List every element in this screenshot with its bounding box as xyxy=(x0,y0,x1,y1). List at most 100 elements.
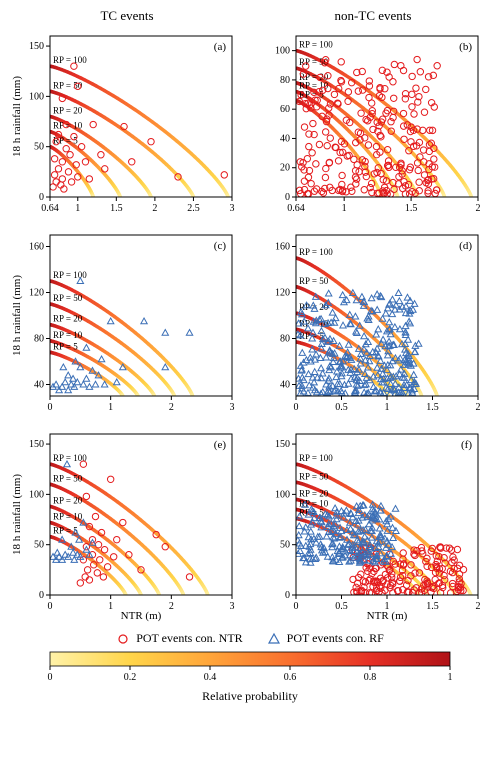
svg-text:0: 0 xyxy=(48,601,53,612)
svg-text:40: 40 xyxy=(280,133,290,144)
svg-text:1.5: 1.5 xyxy=(405,203,418,214)
svg-text:RP = 50: RP = 50 xyxy=(299,471,329,481)
svg-text:1: 1 xyxy=(75,203,80,214)
svg-text:50: 50 xyxy=(280,540,290,551)
svg-text:100: 100 xyxy=(29,91,44,102)
svg-text:0: 0 xyxy=(294,601,299,612)
colorbar-label: Relative probability xyxy=(40,689,460,704)
svg-text:40: 40 xyxy=(34,380,44,391)
svg-text:RP = 100: RP = 100 xyxy=(53,55,87,65)
legend-rf: POT events con. RF xyxy=(287,631,384,646)
svg-text:RP = 50: RP = 50 xyxy=(53,473,83,483)
svg-text:2: 2 xyxy=(169,601,174,612)
svg-text:RP = 20: RP = 20 xyxy=(53,495,83,505)
svg-text:RP = 10: RP = 10 xyxy=(53,330,83,340)
svg-text:RP = 100: RP = 100 xyxy=(299,40,333,50)
svg-text:0: 0 xyxy=(39,192,44,203)
col-header-nontc: non-TC events xyxy=(254,8,492,24)
svg-text:2.5: 2.5 xyxy=(187,203,200,214)
svg-text:100: 100 xyxy=(275,46,290,57)
svg-text:160: 160 xyxy=(29,242,44,253)
svg-text:20: 20 xyxy=(280,163,290,174)
svg-text:1: 1 xyxy=(448,672,453,682)
svg-text:RP = 10: RP = 10 xyxy=(53,512,83,522)
svg-text:RP = 100: RP = 100 xyxy=(299,247,333,257)
svg-text:RP = 20: RP = 20 xyxy=(53,106,83,116)
svg-text:(e): (e) xyxy=(214,439,227,451)
svg-text:2: 2 xyxy=(476,402,481,413)
svg-text:0.8: 0.8 xyxy=(364,672,377,682)
svg-text:160: 160 xyxy=(275,242,290,253)
svg-text:1.5: 1.5 xyxy=(426,601,439,612)
svg-text:NTR (m): NTR (m) xyxy=(367,610,408,622)
colorbar: 0 0.2 0.4 0.6 0.8 1 Relative probability xyxy=(0,650,500,712)
svg-text:18 h rainfall (mm): 18 h rainfall (mm) xyxy=(11,76,23,157)
svg-text:0.5: 0.5 xyxy=(335,402,348,413)
panel-f: RP = 100RP = 50RP = 20RP = 10RP = 500.51… xyxy=(254,428,492,623)
svg-text:120: 120 xyxy=(29,288,44,299)
svg-text:0: 0 xyxy=(285,192,290,203)
svg-text:RP = 50: RP = 50 xyxy=(299,276,329,286)
panel-b: RP = 100RP = 50RP = 20RP = 10RP = 50.641… xyxy=(254,30,492,225)
svg-text:18 h rainfall (mm): 18 h rainfall (mm) xyxy=(11,275,23,356)
svg-text:0.2: 0.2 xyxy=(124,672,137,682)
svg-text:1: 1 xyxy=(342,203,347,214)
legend: POT events con. NTR POT events con. RF xyxy=(0,631,500,646)
svg-text:(b): (b) xyxy=(459,41,472,53)
svg-text:0.5: 0.5 xyxy=(335,601,348,612)
svg-text:80: 80 xyxy=(280,75,290,86)
panel-a: RP = 100RP = 50RP = 20RP = 10RP = 50.641… xyxy=(8,30,246,225)
svg-text:NTR (m): NTR (m) xyxy=(121,610,162,622)
col-header-tc: TC events xyxy=(8,8,246,24)
svg-text:0.64: 0.64 xyxy=(41,203,59,214)
svg-text:100: 100 xyxy=(275,489,290,500)
svg-text:3: 3 xyxy=(230,601,235,612)
svg-text:3: 3 xyxy=(230,402,235,413)
svg-text:(a): (a) xyxy=(214,41,227,53)
svg-text:2: 2 xyxy=(152,203,157,214)
svg-text:150: 150 xyxy=(29,439,44,450)
svg-text:RP = 5: RP = 5 xyxy=(53,341,78,351)
svg-text:0.4: 0.4 xyxy=(204,672,217,682)
svg-text:2: 2 xyxy=(169,402,174,413)
svg-text:0: 0 xyxy=(39,590,44,601)
svg-text:RP = 20: RP = 20 xyxy=(53,314,83,324)
svg-text:RP = 50: RP = 50 xyxy=(53,293,83,303)
svg-text:(f): (f) xyxy=(461,439,472,451)
svg-text:RP = 50: RP = 50 xyxy=(53,80,83,90)
svg-text:40: 40 xyxy=(280,380,290,391)
svg-text:1.5: 1.5 xyxy=(426,402,439,413)
panel-grid: TC events non-TC events RP = 100RP = 50R… xyxy=(0,0,500,623)
svg-text:80: 80 xyxy=(34,334,44,345)
svg-text:RP = 100: RP = 100 xyxy=(299,453,333,463)
panel-c: RP = 100RP = 50RP = 20RP = 10RP = 501234… xyxy=(8,229,246,424)
svg-text:120: 120 xyxy=(275,288,290,299)
svg-text:50: 50 xyxy=(34,540,44,551)
svg-text:1: 1 xyxy=(108,402,113,413)
svg-text:60: 60 xyxy=(280,104,290,115)
panel-e: RP = 100RP = 50RP = 20RP = 10RP = 501230… xyxy=(8,428,246,623)
svg-text:150: 150 xyxy=(29,41,44,52)
panel-d: RP = 100RP = 50RP = 20RP = 10RP = 500.51… xyxy=(254,229,492,424)
svg-text:0: 0 xyxy=(48,402,53,413)
svg-text:0: 0 xyxy=(48,672,53,682)
svg-text:18 h rainfall (mm): 18 h rainfall (mm) xyxy=(11,474,23,555)
svg-text:0.6: 0.6 xyxy=(284,672,297,682)
svg-text:2: 2 xyxy=(476,601,481,612)
svg-text:2: 2 xyxy=(476,203,481,214)
svg-text:80: 80 xyxy=(280,334,290,345)
svg-text:0.64: 0.64 xyxy=(287,203,305,214)
svg-text:(c): (c) xyxy=(214,240,227,252)
svg-text:0: 0 xyxy=(294,402,299,413)
svg-text:0: 0 xyxy=(285,590,290,601)
svg-text:100: 100 xyxy=(29,489,44,500)
svg-text:1: 1 xyxy=(385,402,390,413)
svg-text:50: 50 xyxy=(34,142,44,153)
svg-text:1: 1 xyxy=(108,601,113,612)
svg-text:3: 3 xyxy=(230,203,235,214)
svg-text:RP = 20: RP = 20 xyxy=(299,488,329,498)
svg-text:1.5: 1.5 xyxy=(110,203,123,214)
svg-text:150: 150 xyxy=(275,439,290,450)
svg-text:RP = 100: RP = 100 xyxy=(53,270,87,280)
legend-ntr: POT events con. NTR xyxy=(136,631,242,646)
